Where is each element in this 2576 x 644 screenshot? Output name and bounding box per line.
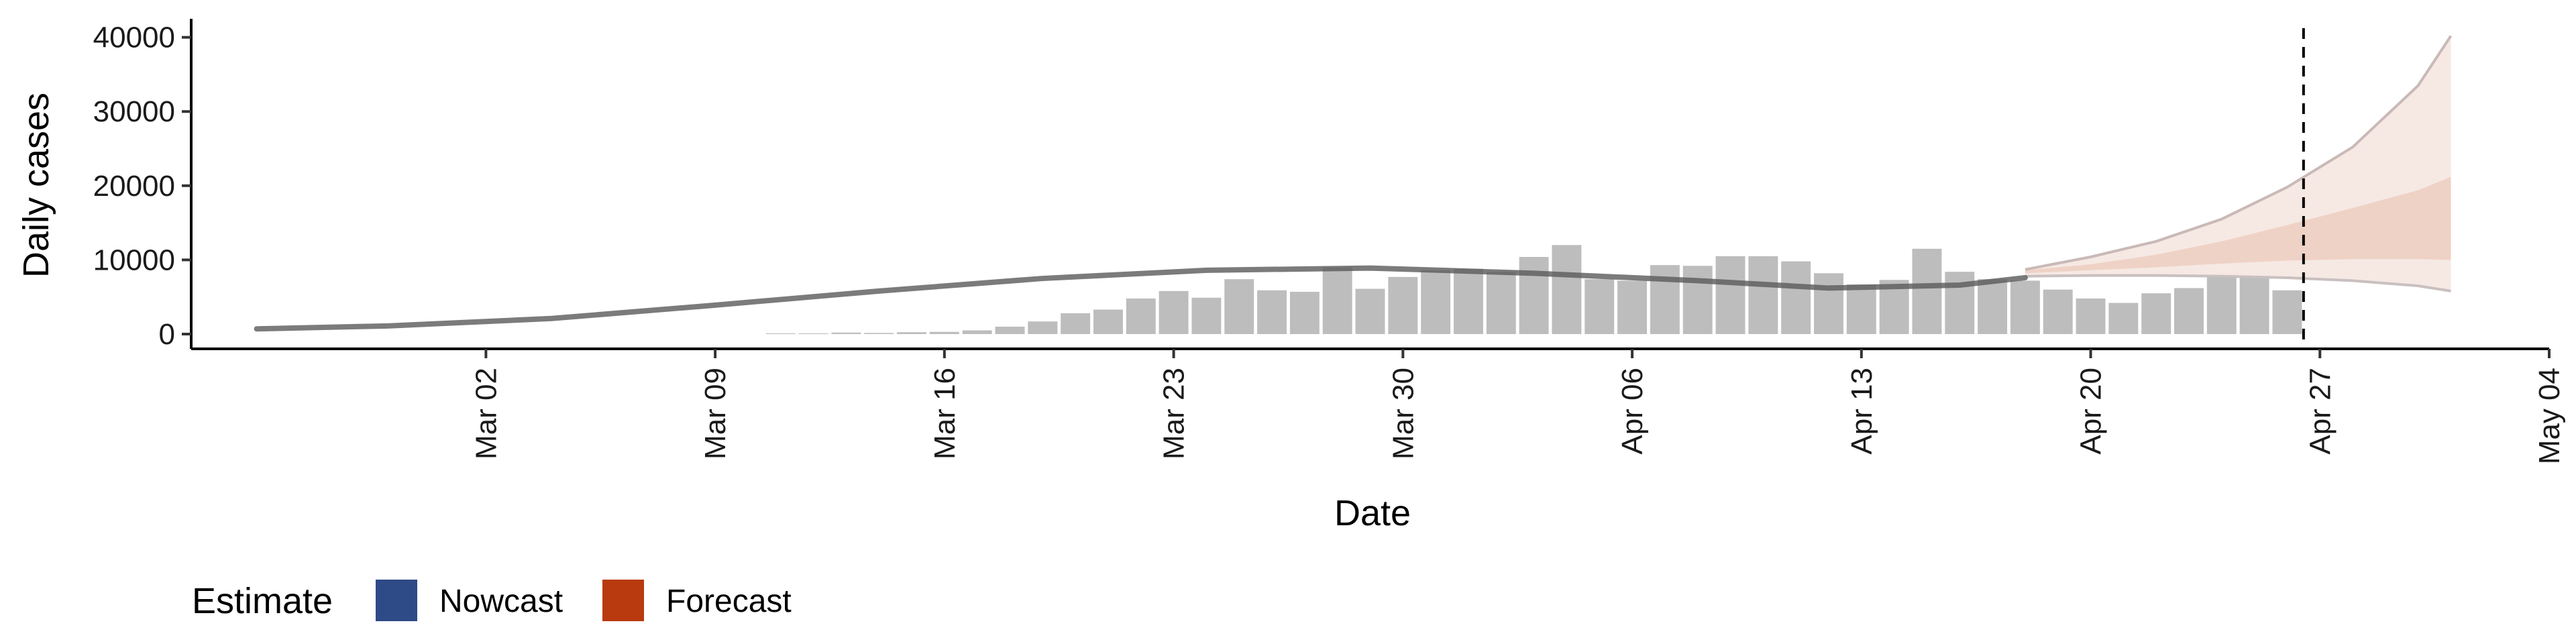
legend-key-forecast (602, 580, 644, 621)
case-bar (2043, 289, 2073, 334)
nowcast-median-line (254, 265, 2028, 332)
case-bar (1257, 290, 1287, 334)
case-bar (1585, 279, 1615, 334)
case-bar (1912, 248, 1942, 334)
x-tick-label: Apr 27 (2304, 368, 2337, 455)
x-tick-label: May 04 (2533, 368, 2566, 464)
legend-label-forecast: Forecast (666, 584, 792, 619)
case-bar (1388, 276, 1418, 334)
case-bar (1093, 309, 1123, 334)
axes: 0 10000 20000 30000 40000 Mar 02 Mar 09 Mar 16 M… (93, 19, 2566, 464)
case-bar (2174, 288, 2204, 334)
forecast-upper-edge (2025, 35, 2453, 271)
case-bar (1486, 272, 1516, 334)
case-bar (1748, 256, 1778, 334)
case-bar (1061, 313, 1091, 334)
case-bar (2206, 274, 2237, 334)
estimate-lines (254, 265, 2028, 332)
y-tick-label: 30000 (93, 95, 175, 128)
case-bar (1650, 265, 1680, 334)
case-bar (2272, 290, 2302, 334)
case-bar (1159, 290, 1189, 334)
legend-title: Estimate (192, 581, 333, 621)
case-bar (1978, 279, 2008, 334)
case-bar (765, 333, 796, 334)
case-bar (1814, 273, 1843, 334)
legend-label-nowcast: Nowcast (439, 584, 563, 619)
x-tick-label: Mar 30 (1387, 368, 1419, 460)
x-tick-label: Apr 06 (1616, 368, 1649, 455)
case-bar (929, 331, 959, 334)
forecast-lower-edge (2025, 274, 2451, 292)
x-tick-label: Apr 13 (1845, 368, 1878, 455)
y-tick-label: 40000 (93, 21, 175, 54)
case-bar (1682, 266, 1713, 334)
case-bar (1191, 297, 1222, 334)
case-bar (2141, 293, 2171, 334)
case-bar (1715, 256, 1746, 334)
case-bar (831, 332, 861, 334)
case-bar (1289, 291, 1320, 334)
case-bar (1945, 272, 1975, 334)
case-bar (1322, 267, 1352, 334)
x-tick-label: Apr 20 (2075, 368, 2108, 455)
case-bar (1552, 245, 1582, 334)
case-bar (1519, 256, 1549, 334)
x-tick-label: Mar 02 (470, 368, 502, 460)
legend-key-nowcast (376, 580, 417, 621)
case-bar (2076, 298, 2106, 334)
forecast-ribbons (2025, 35, 2453, 292)
x-tick-label: Mar 16 (928, 368, 961, 460)
case-bar (1028, 321, 1058, 334)
forecast-ribbon-50 (2025, 176, 2451, 274)
x-axis-title: Date (1334, 493, 1411, 533)
case-bar (864, 333, 894, 334)
case-bar (897, 332, 926, 334)
case-bar (1617, 280, 1648, 334)
x-tick-label: Mar 09 (699, 368, 732, 460)
case-bar (798, 333, 828, 334)
reported-cases-bars (765, 245, 2302, 334)
case-bar (1355, 288, 1385, 334)
case-bar (2010, 280, 2040, 334)
case-bar (1421, 270, 1451, 334)
case-bar (1224, 279, 1254, 334)
x-tick-label: Mar 23 (1158, 368, 1191, 460)
case-bar (962, 330, 992, 334)
y-tick-label: 20000 (93, 170, 175, 203)
legend: Estimate Nowcast Forecast (192, 580, 792, 621)
case-bar (1453, 268, 1483, 334)
case-bar (2108, 303, 2139, 334)
case-bar (1781, 261, 1811, 334)
y-axis-title: Daily cases (16, 93, 56, 278)
case-bar (1846, 284, 1876, 334)
case-bar (995, 326, 1025, 334)
case-bar (1126, 298, 1156, 334)
y-tick-label: 0 (159, 318, 175, 351)
y-tick-label: 10000 (93, 244, 175, 276)
